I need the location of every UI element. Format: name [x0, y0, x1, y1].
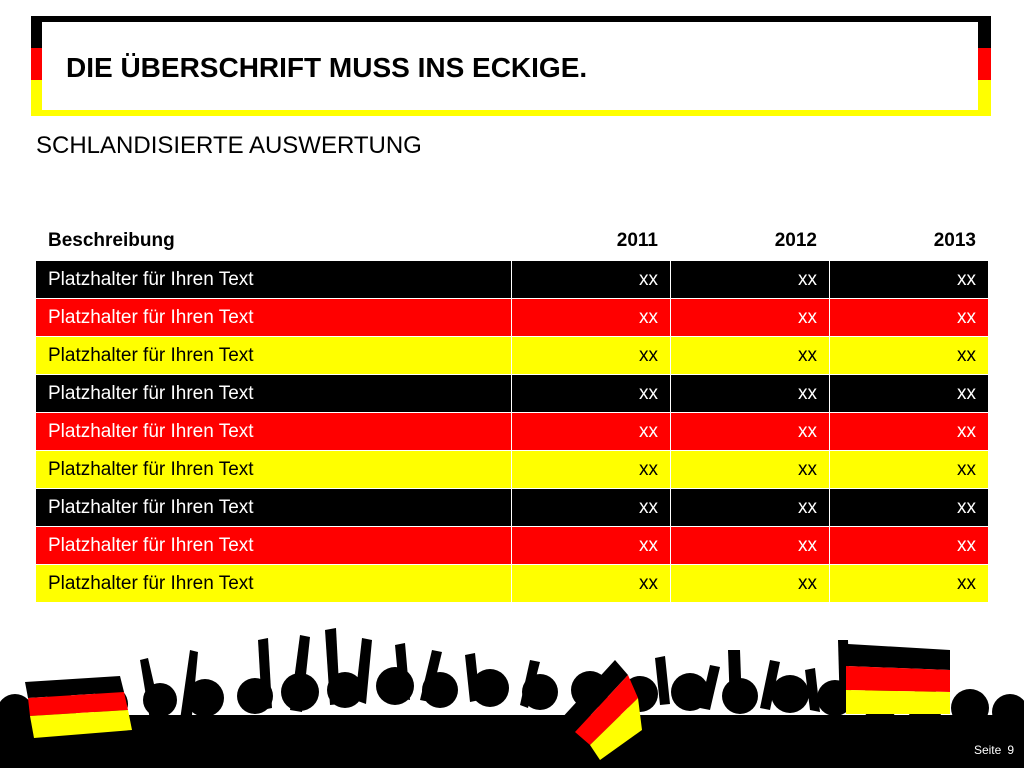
header-2013: 2013: [933, 230, 976, 251]
table-row: Platzhalter für Ihren Text xx xx xx: [36, 261, 989, 298]
row-value-2013: xx: [830, 413, 988, 450]
crowd-silhouette-icon: [0, 628, 1024, 768]
row-value-2013: xx: [830, 299, 988, 336]
row-value-2013: xx: [830, 337, 988, 374]
table-row: Platzhalter für Ihren Text xx xx xx: [36, 337, 989, 374]
flag-center-icon: [560, 660, 642, 760]
table-row: Platzhalter für Ihren Text xx xx xx: [36, 565, 989, 602]
row-value-2012: xx: [671, 413, 829, 450]
flag-right-icon: [846, 644, 950, 714]
row-label: Platzhalter für Ihren Text: [36, 413, 511, 450]
row-value-2013: xx: [830, 565, 988, 602]
row-label: Platzhalter für Ihren Text: [36, 375, 511, 412]
header-2012: 2012: [774, 230, 817, 251]
row-label: Platzhalter für Ihren Text: [36, 565, 511, 602]
row-label: Platzhalter für Ihren Text: [36, 337, 511, 374]
flag-left-icon: [25, 676, 132, 738]
row-value-2012: xx: [671, 375, 829, 412]
title-frame: [31, 16, 991, 116]
table-row: Platzhalter für Ihren Text xx xx xx: [36, 451, 989, 488]
row-value-2012: xx: [671, 337, 829, 374]
row-value-2011: xx: [512, 413, 670, 450]
row-label: Platzhalter für Ihren Text: [36, 261, 511, 298]
title-frame-inner: [42, 22, 978, 110]
row-value-2011: xx: [512, 261, 670, 298]
row-value-2011: xx: [512, 527, 670, 564]
row-value-2012: xx: [671, 565, 829, 602]
table-body: Platzhalter für Ihren Text xx xx xx Platzhal…: [36, 261, 989, 602]
row-value-2011: xx: [512, 489, 670, 526]
table-row: Platzhalter für Ihren Text xx xx xx: [36, 375, 989, 412]
row-value-2013: xx: [830, 527, 988, 564]
slide-subtitle: SCHLANDISIERTE AUSWERTUNG: [36, 132, 422, 159]
row-value-2011: xx: [512, 451, 670, 488]
header-beschreibung: Beschreibung: [48, 230, 175, 251]
table-header-row: Beschreibung 2011 2012 2013: [36, 222, 989, 260]
table-row: Platzhalter für Ihren Text xx xx xx: [36, 527, 989, 564]
row-value-2011: xx: [512, 375, 670, 412]
row-value-2012: xx: [671, 489, 829, 526]
row-value-2011: xx: [512, 337, 670, 374]
table-row: Platzhalter für Ihren Text xx xx xx: [36, 413, 989, 450]
row-value-2013: xx: [830, 451, 988, 488]
row-value-2013: xx: [830, 489, 988, 526]
row-label: Platzhalter für Ihren Text: [36, 489, 511, 526]
page-label: Seite: [973, 743, 1002, 757]
header-2011: 2011: [616, 230, 658, 251]
row-label: Platzhalter für Ihren Text: [36, 299, 511, 336]
table-row: Platzhalter für Ihren Text xx xx xx: [36, 489, 989, 526]
row-value-2011: xx: [512, 565, 670, 602]
row-value-2011: xx: [512, 299, 670, 336]
row-value-2012: xx: [671, 451, 829, 488]
row-label: Platzhalter für Ihren Text: [36, 451, 511, 488]
row-value-2013: xx: [830, 375, 988, 412]
table-row: Platzhalter für Ihren Text xx xx xx: [36, 299, 989, 336]
row-value-2012: xx: [671, 527, 829, 564]
row-value-2013: xx: [830, 261, 988, 298]
slide-title: DIE ÜBERSCHRIFT MUSS INS ECKIGE.: [66, 52, 588, 83]
row-label: Platzhalter für Ihren Text: [36, 527, 511, 564]
page-number: 9: [1007, 743, 1014, 757]
data-table: Beschreibung 2011 2012 2013 Platzhalter …: [36, 222, 989, 602]
row-value-2012: xx: [671, 261, 829, 298]
row-value-2012: xx: [671, 299, 829, 336]
page-footer: Seite 9: [968, 743, 1014, 757]
